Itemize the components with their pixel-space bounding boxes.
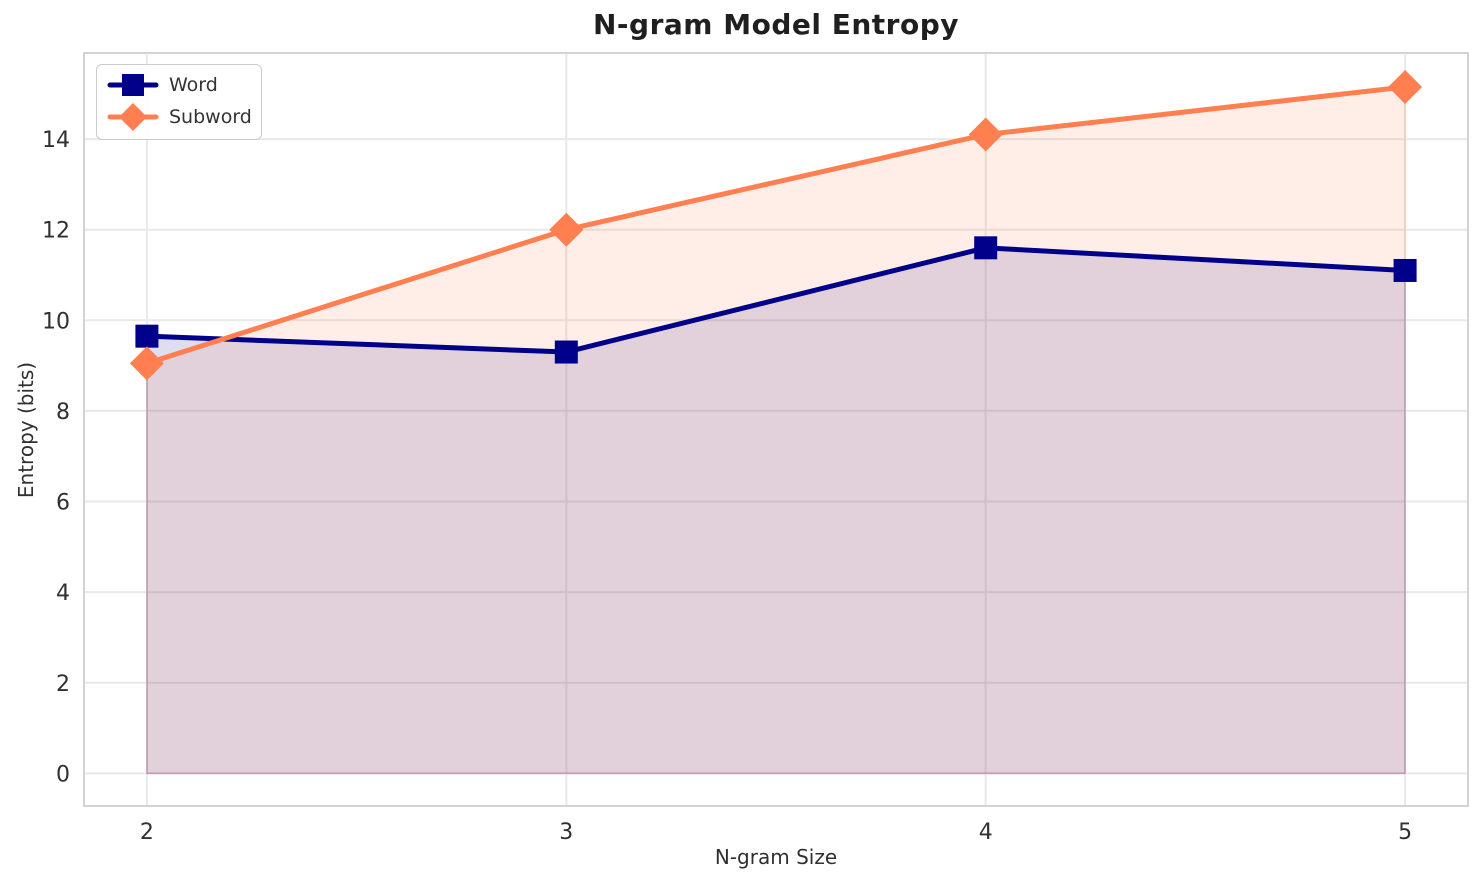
word-line (144, 245, 1408, 355)
y-tick-label: 6 (56, 491, 70, 516)
x-axis-label: N-gram Size (714, 845, 838, 869)
legend-item-word: Word (107, 72, 249, 98)
word-marker (554, 340, 578, 364)
y-tick-label: 2 (56, 672, 70, 697)
word-marker (1393, 258, 1417, 282)
word-marker (135, 324, 159, 348)
subword-marker (968, 117, 1003, 152)
legend-label-word: Word (169, 74, 218, 96)
y-axis-label: Entropy (bits) (14, 361, 38, 499)
subword-marker (129, 346, 164, 381)
y-tick-label: 12 (42, 219, 70, 244)
x-tick-label: 5 (1398, 820, 1412, 845)
subword-marker (1388, 69, 1423, 104)
word-marker (974, 236, 998, 260)
y-tick-label: 4 (56, 581, 70, 606)
x-tick-label: 4 (979, 820, 993, 845)
y-tick-label: 10 (42, 309, 70, 334)
plot-border (83, 52, 1469, 807)
y-tick-label: 14 (42, 128, 70, 153)
subword-line (144, 84, 1408, 366)
x-tick-label: 3 (559, 820, 573, 845)
subword-legend-marker-icon (107, 103, 159, 131)
y-tick-label: 8 (56, 400, 70, 425)
word-legend-marker-icon (107, 74, 159, 96)
legend-item-subword: Subword (107, 102, 252, 132)
y-tick-label: 0 (56, 762, 70, 787)
legend: Word Subword (96, 64, 262, 140)
x-tick-label: 2 (140, 820, 154, 845)
legend-label-subword: Subword (169, 106, 252, 128)
subword-marker (549, 212, 584, 247)
chart-title: N-gram Model Entropy (593, 8, 959, 41)
subword-fill-area (146, 86, 1406, 775)
